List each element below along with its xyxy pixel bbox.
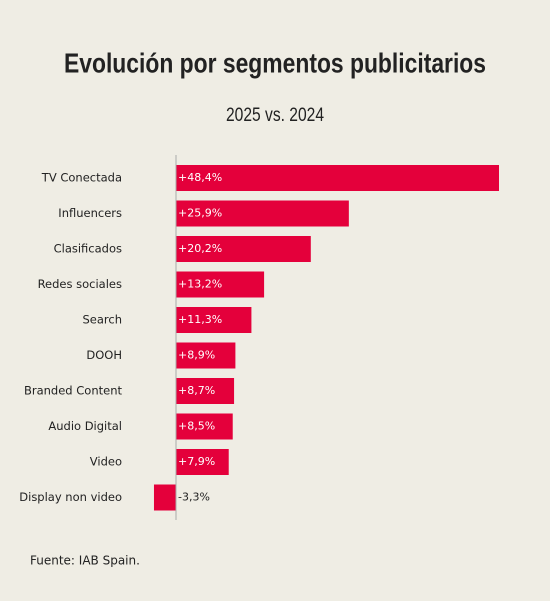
bar — [176, 165, 499, 191]
category-label: TV Conectada — [41, 171, 122, 185]
category-label: Audio Digital — [48, 419, 122, 433]
bar — [153, 484, 176, 511]
value-label: +7,9% — [178, 455, 215, 468]
value-label: +8,5% — [178, 420, 215, 433]
bar — [176, 378, 235, 404]
bar — [176, 271, 265, 298]
value-label: +8,9% — [178, 349, 215, 362]
category-label: Branded Content — [24, 384, 123, 398]
bar — [176, 449, 229, 475]
category-label: Influencers — [58, 206, 122, 220]
chart-title: Evolución por segmentos publicitarios — [64, 47, 486, 78]
value-label: +13,2% — [178, 278, 222, 291]
bar — [176, 342, 236, 369]
bar — [176, 413, 233, 440]
value-label: -3,3% — [178, 491, 210, 504]
bar — [176, 236, 311, 262]
value-label: +25,9% — [178, 207, 222, 220]
category-label: DOOH — [86, 348, 122, 362]
value-label: +48,4% — [178, 171, 222, 184]
bar — [176, 307, 252, 333]
category-label: Redes sociales — [38, 277, 122, 291]
category-label: Clasificados — [54, 242, 122, 256]
value-label: +11,3% — [178, 313, 222, 326]
value-label: +20,2% — [178, 242, 222, 255]
source-note: Fuente: IAB Spain. — [30, 554, 140, 568]
category-label: Search — [82, 313, 122, 327]
chart-subtitle: 2025 vs. 2024 — [226, 105, 324, 126]
value-label: +8,7% — [178, 384, 215, 397]
category-label: Display non video — [19, 490, 122, 504]
category-label: Video — [90, 455, 122, 469]
bar — [176, 200, 349, 227]
